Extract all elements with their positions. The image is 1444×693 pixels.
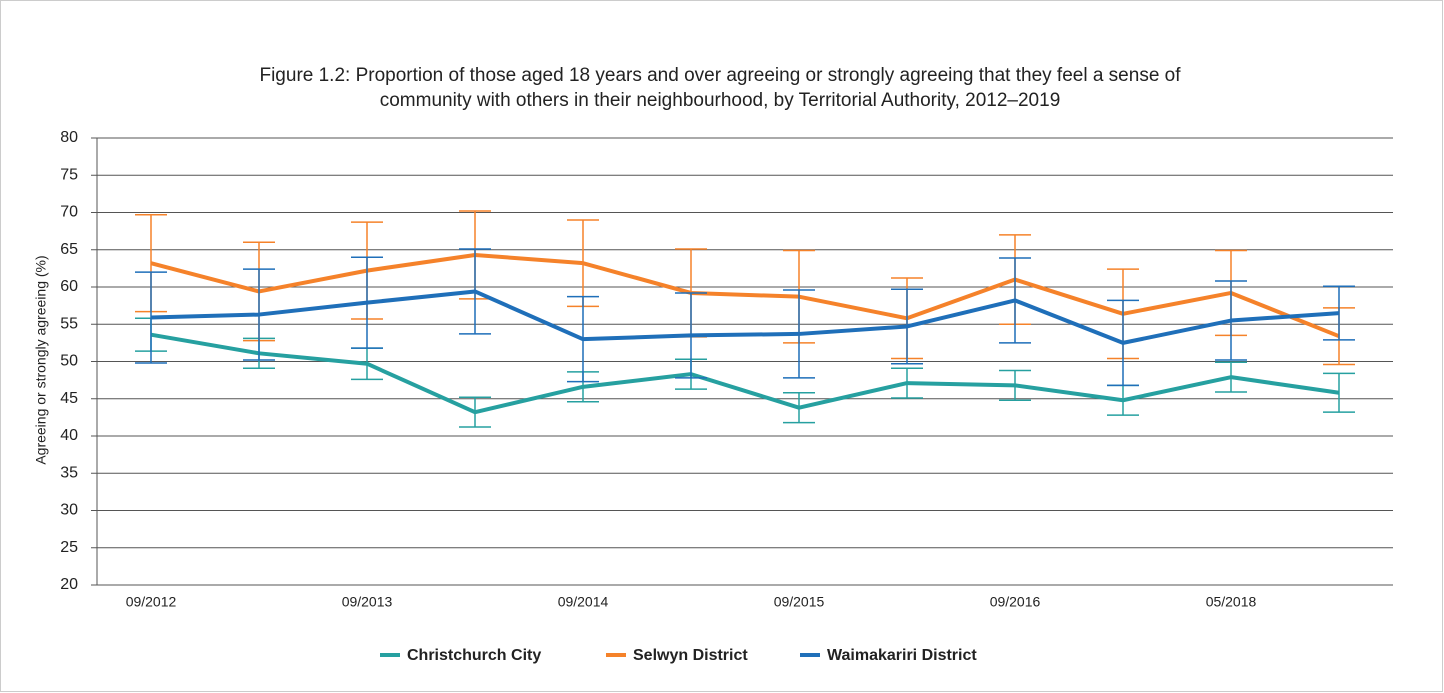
y-tick-label: 25	[60, 539, 78, 556]
error-bar	[567, 295, 599, 383]
y-tick-label: 40	[60, 427, 78, 444]
y-tick-label: 55	[60, 315, 78, 332]
y-tick-label: 80	[60, 129, 78, 146]
x-tick-label: 09/2014	[558, 594, 609, 610]
error-bar	[1215, 280, 1247, 361]
error-bar	[999, 369, 1031, 401]
error-bar	[783, 392, 815, 424]
legend-label: Christchurch City	[407, 647, 541, 664]
error-bar	[999, 257, 1031, 344]
y-tick-label: 30	[60, 502, 78, 519]
y-axis-label: Agreeing or strongly agreeing (%)	[33, 255, 49, 464]
x-tick-label: 09/2013	[342, 594, 393, 610]
error-bar	[783, 289, 815, 379]
legend-label: Selwyn District	[633, 647, 748, 664]
x-tick-label: 09/2016	[990, 594, 1041, 610]
error-bar	[1323, 372, 1355, 413]
y-tick-label: 60	[60, 278, 78, 295]
y-tick-label: 20	[60, 576, 78, 593]
y-tick-label: 35	[60, 464, 78, 481]
error-bar	[891, 367, 923, 399]
error-bar	[243, 268, 275, 361]
chart-title: Figure 1.2: Proportion of those aged 18 …	[259, 65, 1181, 86]
legend-label: Waimakariri District	[827, 647, 977, 664]
x-tick-label: 05/2018	[1206, 594, 1257, 610]
error-bar	[1215, 361, 1247, 393]
error-bar	[459, 248, 491, 335]
error-bar	[1323, 285, 1355, 341]
series-line	[150, 289, 1340, 345]
error-bar	[459, 396, 491, 428]
error-bar	[351, 256, 383, 349]
error-bar	[135, 271, 167, 364]
error-bar	[1107, 299, 1139, 387]
series-line	[150, 252, 1340, 339]
series-line	[150, 332, 1340, 415]
x-tick-label: 09/2012	[126, 594, 177, 610]
y-tick-label: 45	[60, 390, 78, 407]
y-tick-label: 75	[60, 166, 78, 183]
error-bar	[675, 292, 707, 379]
x-tick-label: 09/2015	[774, 594, 825, 610]
y-tick-label: 65	[60, 241, 78, 258]
error-bar	[891, 288, 923, 365]
y-tick-label: 70	[60, 204, 78, 221]
chart-title: community with others in their neighbour…	[380, 90, 1061, 111]
y-tick-label: 50	[60, 353, 78, 370]
